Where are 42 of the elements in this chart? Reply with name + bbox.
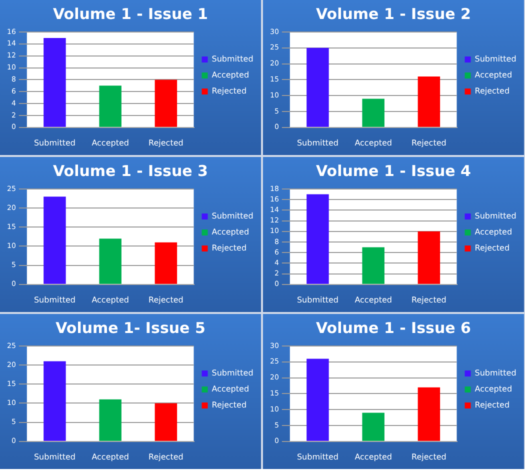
legend-label: Submitted [212,212,254,221]
x-tick-label: Accepted [354,295,392,304]
x-tick-label: Submitted [34,452,76,462]
legend-label: Submitted [212,368,254,378]
x-tick-label: Accepted [92,452,129,462]
legend-label: Accepted [212,384,250,394]
x-tick-label: Rejected [148,138,184,148]
chart-title: Volume 1 - Issue 4 [316,162,471,180]
x-tick-label: Submitted [296,452,338,462]
legend-label: Rejected [212,244,247,253]
x-tick-label: Accepted [92,138,129,148]
x-tick-label: Rejected [412,452,446,462]
chart-title: Volume 1- Issue 5 [56,318,206,337]
legend-label: Accepted [474,70,512,80]
legend-label: Rejected [212,400,247,410]
legend-label: Submitted [474,368,516,378]
legend-label: Accepted [474,228,512,237]
legend-label: Accepted [212,228,250,237]
x-tick-label: Accepted [92,295,129,304]
legend-label: Rejected [212,86,247,96]
x-tick-label: Rejected [412,295,446,304]
x-tick-label: Submitted [296,295,338,304]
x-tick-label: Rejected [412,138,446,148]
legend-label: Submitted [474,54,516,64]
legend-label: Submitted [474,212,516,221]
x-tick-label: Rejected [148,452,184,462]
x-tick-label: Accepted [354,452,392,462]
chart-title: Volume 1 - Issue 3 [53,162,208,180]
x-tick-label: Submitted [34,138,76,148]
x-tick-label: Submitted [296,138,338,148]
x-tick-label: Accepted [354,138,392,148]
legend-label: Rejected [474,86,510,96]
legend-label: Rejected [474,400,510,410]
chart-title: Volume 1 - Issue 1 [53,4,208,23]
legend-label: Rejected [474,244,510,253]
chart-title: Volume 1 - Issue 2 [316,4,471,23]
legend-label: Submitted [212,54,254,64]
chart-title: Volume 1 - Issue 6 [316,318,471,337]
x-tick-label: Submitted [34,295,76,304]
x-tick-label: Rejected [148,295,184,304]
legend-label: Accepted [474,384,512,394]
legend-label: Accepted [212,70,250,80]
